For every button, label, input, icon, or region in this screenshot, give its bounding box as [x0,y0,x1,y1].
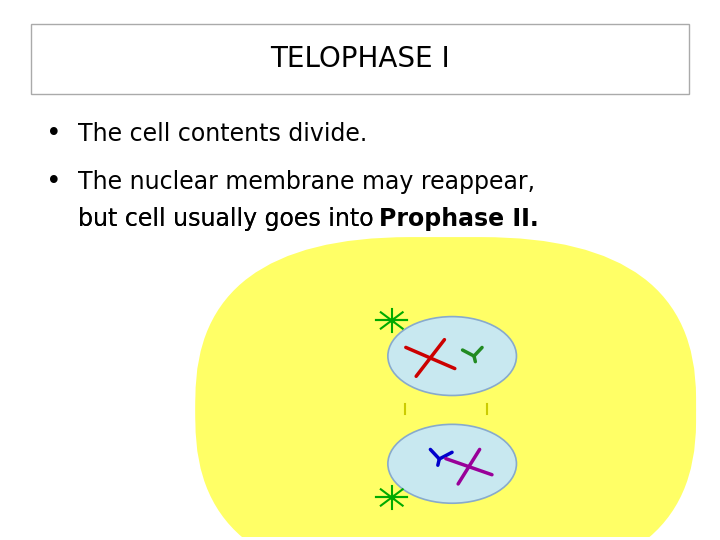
FancyBboxPatch shape [32,24,688,93]
FancyBboxPatch shape [195,251,696,540]
Text: The cell contents divide.: The cell contents divide. [78,122,367,146]
FancyBboxPatch shape [319,269,572,439]
Text: •: • [45,169,61,195]
FancyBboxPatch shape [397,386,494,431]
Text: but cell usually goes into: but cell usually goes into [78,207,381,231]
Text: •: • [45,121,61,147]
Text: TELOPHASE I: TELOPHASE I [270,45,450,73]
FancyBboxPatch shape [319,379,572,540]
FancyBboxPatch shape [195,237,696,540]
Text: Prophase II.: Prophase II. [379,207,539,231]
Ellipse shape [388,424,516,503]
Text: but cell usually goes into: but cell usually goes into [78,207,381,231]
Ellipse shape [388,316,516,395]
Text: Early Telophase I: Early Telophase I [409,273,508,286]
Text: The nuclear membrane may reappear,: The nuclear membrane may reappear, [78,170,535,194]
